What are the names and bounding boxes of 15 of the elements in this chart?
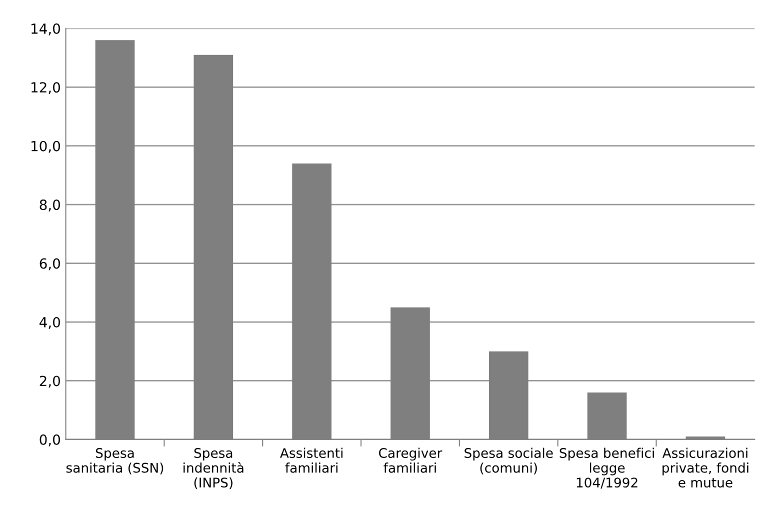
- x-tick-label: Spesa sanitaria (SSN): [66, 448, 164, 474]
- x-tick-label: Spesa sociale (comuni): [464, 448, 553, 474]
- x-tick-label: Spesa benefici legge 104/1992: [560, 448, 654, 489]
- y-tick-label: 14,0: [32, 23, 60, 36]
- y-tick-label: 2,0: [40, 376, 60, 388]
- x-tick-label: Assicurazioni private, fondi e mutue: [662, 448, 748, 488]
- y-tick-label: 4,0: [40, 316, 60, 329]
- y-tick-label: 10,0: [32, 140, 60, 153]
- y-tick-label: 6,0: [40, 258, 60, 270]
- x-tick-label: Spesa indennità (INPS): [184, 448, 244, 490]
- x-tick-label: Caregiver familiari: [378, 448, 442, 473]
- y-tick-label: 8,0: [40, 200, 60, 212]
- y-tick-label: 12,0: [32, 82, 60, 94]
- x-tick-label: Assistenti familiari: [280, 448, 342, 473]
- y-tick-label: 0,0: [40, 434, 60, 446]
